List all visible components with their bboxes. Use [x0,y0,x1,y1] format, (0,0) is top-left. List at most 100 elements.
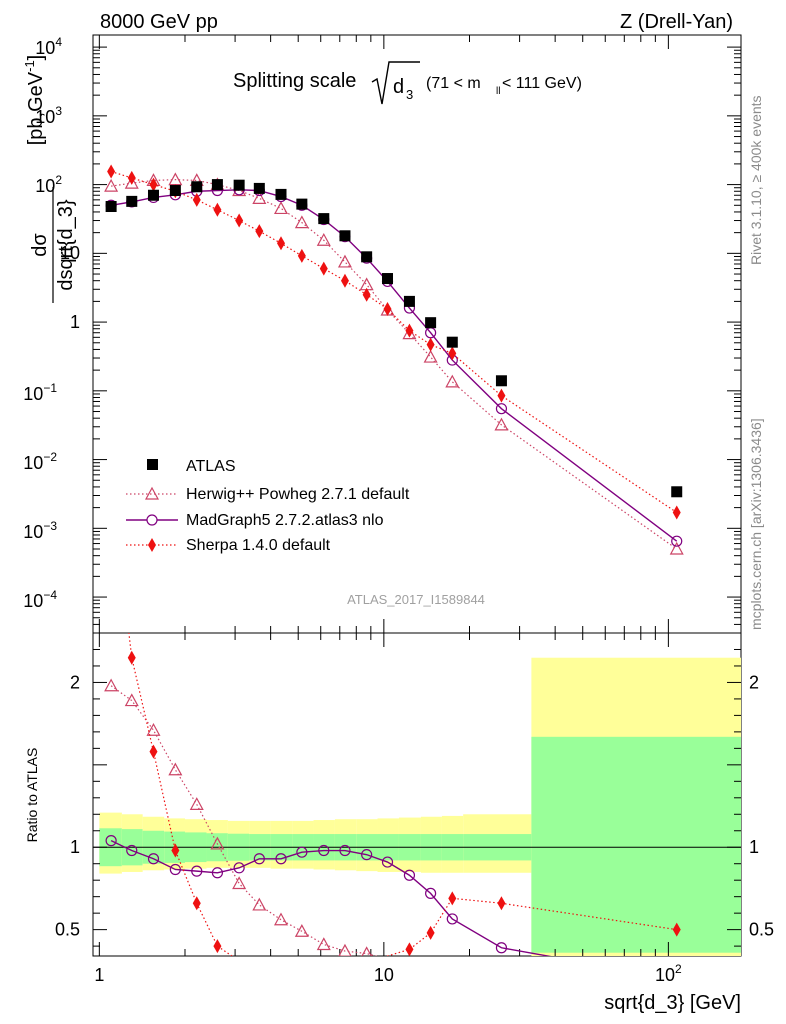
triangle-marker [273,912,289,926]
legend-marker-square [147,459,158,470]
series-line [111,179,678,550]
svg-text:3: 3 [406,87,413,102]
diamond-marker [426,337,435,352]
data-point [495,375,507,387]
ratio-tick-label-left: 1 [70,837,80,857]
diamond-marker [149,177,158,192]
triangle-marker [669,541,684,555]
circle-marker [425,887,437,899]
main-y-tick-labels: 104 103 102 10 1 10−1 10−2 10−3 10−4 [23,35,80,611]
data-point [211,179,223,191]
diamond-marker [672,505,681,520]
diamond-marker [235,213,244,228]
data-point [275,188,287,200]
svg-text:dσ: dσ [29,233,51,257]
side-rivet: Rivet 3.1.10, ≥ 400k events [748,95,764,265]
triangle-marker [423,349,438,363]
svg-text:Sherpa 1.4.0 default: Sherpa 1.4.0 default [186,537,331,554]
diamond-marker [276,236,285,251]
plot-title: Splitting scale d 3 (71 < m ll < 111 GeV… [233,61,582,105]
diamond-marker [149,744,158,759]
diamond-marker [297,248,306,263]
triangle-marker [124,693,139,707]
triangle-marker [168,762,183,776]
circle-marker [495,942,508,954]
y-tick-label: 103 [35,104,62,127]
diamond-marker [192,896,201,911]
circle-marker [339,844,351,857]
diamond-marker [405,323,414,338]
triangle-marker [316,937,331,951]
triangle-marker [494,417,509,431]
diamond-marker [362,287,371,302]
diamond-marker [383,301,392,316]
data-point [318,213,330,225]
svg-text:d: d [393,76,404,98]
diamond-marker [107,164,116,179]
diamond-marker [497,896,506,911]
triangle-marker [104,678,119,692]
ratio-tick-label-right: 2 [749,672,759,692]
triangle-marker [338,943,352,956]
diamond-marker [497,388,506,403]
svg-text:ll: ll [496,86,500,97]
circle-marker [169,863,181,876]
data-point [446,336,458,348]
ratio-tick-label-left: 2 [70,672,80,692]
diamond-marker [672,922,681,937]
diamond-marker [171,843,180,858]
legend-item-herwig: Herwig++ Powheg 2.7.1 default [126,486,410,503]
triangle-marker [316,232,331,246]
x-axis-label: sqrt{d_3} [GeV] [604,992,741,1014]
legend-item-atlas: ATLAS [147,458,236,475]
triangle-marker [337,254,352,268]
diamond-marker [127,650,136,665]
circle-marker [147,853,160,865]
legend-marker-triangle [144,486,160,500]
main-curves [104,164,684,555]
circle-marker [253,853,265,865]
data-point [296,198,308,210]
y-tick-label: 1 [70,312,80,332]
circle-marker [403,869,416,881]
triangle-marker [252,897,267,911]
triangle-marker [294,924,309,937]
ratio-series-line [110,840,552,956]
circle-marker [275,853,287,865]
triangle-marker [146,722,161,736]
ratio-ylabel: Ratio to ATLAS [24,748,40,843]
circle-marker [361,849,373,861]
circle-marker [211,867,224,879]
ratio-uncertainty-bands [99,657,741,956]
x-tick-label: 1 [94,965,104,985]
circle-marker [671,535,683,547]
data-point [339,230,351,242]
legend-marker-diamond [148,538,156,552]
svg-text:ATLAS: ATLAS [186,458,236,475]
ratio-tick-label-left: 0.5 [55,920,80,940]
diamond-marker [213,939,222,954]
svg-text:dsqrt{d_3}: dsqrt{d_3} [55,199,77,291]
data-point [105,201,117,213]
header-right: Z (Drell-Yan) [620,11,733,33]
stat-uncertainty-band [531,736,741,953]
legend: ATLAS Herwig++ Powheg 2.7.1 default MadG… [126,458,410,554]
y-tick-label: 10−3 [23,519,57,542]
main-ylabel-unit: [pb,GeV-1] [22,55,47,146]
data-point [253,182,265,194]
diamond-marker [192,192,201,207]
ratio-tick-label-right: 1 [749,837,759,857]
x-tick-label: 102 [655,962,682,985]
triangle-marker [232,876,247,890]
ratio-tick-label-right: 0.5 [749,920,774,940]
x-tick-label: 10 [374,965,394,985]
circle-marker [105,835,117,847]
data-point [361,251,373,263]
data-point [169,185,181,197]
svg-text:MadGraph5 2.7.2.atlas3 nlo: MadGraph5 2.7.2.atlas3 nlo [186,512,384,529]
circle-marker [318,844,330,857]
circle-marker [495,403,508,415]
header-left: 8000 GeV pp [100,11,218,33]
circle-marker [446,913,458,925]
